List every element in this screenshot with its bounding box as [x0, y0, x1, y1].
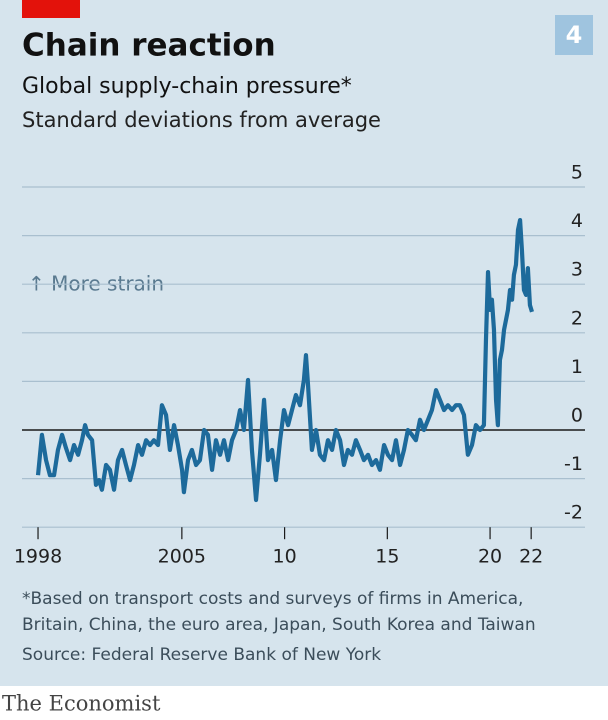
y-tick-label: 4 [571, 210, 583, 232]
badge-box [555, 15, 593, 55]
x-tick-label: 1998 [14, 546, 62, 568]
source: Source: Federal Reserve Bank of New York [22, 645, 381, 665]
badge: 4 [566, 21, 583, 49]
y-tick-label: 2 [571, 307, 583, 329]
brand: The Economist [2, 692, 161, 716]
y-tick-label: -2 [564, 502, 583, 524]
x-tick-label: 10 [273, 546, 297, 568]
data-line [35, 217, 534, 503]
y-tick-label: 0 [571, 405, 583, 427]
x-tick-label: 22 [519, 546, 543, 568]
y-tick-label: 3 [571, 259, 583, 281]
y-axis-label: Standard deviations from average [22, 108, 381, 132]
footnote: Britain, China, the euro area, Japan, So… [22, 615, 536, 635]
chart-subtitle: Global supply-chain pressure* [22, 74, 352, 99]
footnote: *Based on transport costs and surveys of… [22, 589, 523, 609]
x-tick-label: 20 [478, 546, 502, 568]
y-tick-label: 5 [571, 162, 583, 184]
chart-title: Chain reaction [22, 28, 276, 64]
annotation: ↑ More strain [28, 272, 164, 296]
red-tag [22, 0, 80, 18]
x-tick-label: 2005 [158, 546, 206, 568]
y-tick-label: 1 [571, 356, 583, 378]
x-tick-label: 15 [375, 546, 399, 568]
background [0, 0, 608, 686]
y-tick-label: -1 [564, 453, 583, 475]
